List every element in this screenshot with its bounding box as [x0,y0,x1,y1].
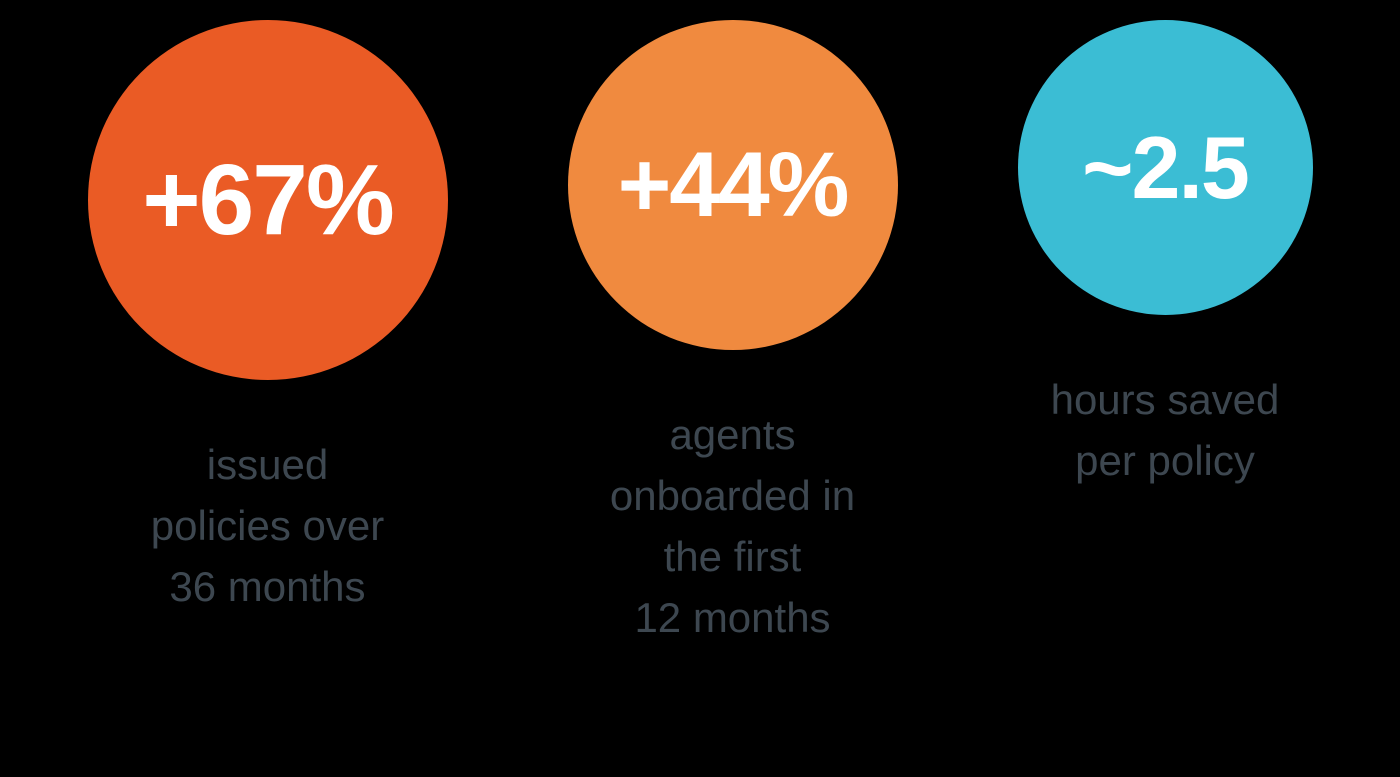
stat-value-policies: +67% [142,143,393,258]
stat-caption-policies: issued policies over 36 months [151,435,384,618]
stat-circle-agents: +44% [568,20,898,350]
stat-item-agents: +44% agents onboarded in the first 12 mo… [568,20,898,649]
stat-circle-policies: +67% [88,20,448,380]
stat-item-policies: +67% issued policies over 36 months [88,20,448,618]
stat-caption-agents: agents onboarded in the first 12 months [610,405,855,649]
stat-item-hours: ~2.5 hours saved per policy [1018,20,1313,492]
stat-value-hours: ~2.5 [1082,117,1248,219]
stats-row: +67% issued policies over 36 months +44%… [88,20,1313,649]
stat-value-agents: +44% [618,133,848,238]
stat-caption-hours: hours saved per policy [1051,370,1280,492]
stat-circle-hours: ~2.5 [1018,20,1313,315]
